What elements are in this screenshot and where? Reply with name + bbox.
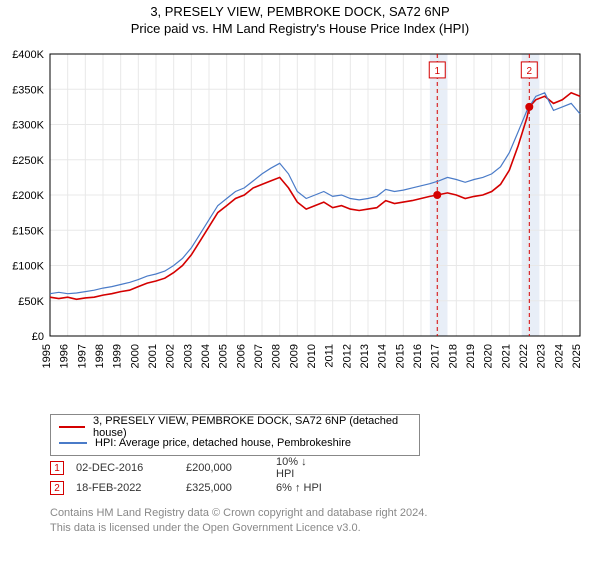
svg-text:2025: 2025 — [571, 344, 583, 368]
marker-pct: 10% ↓ HPI — [276, 456, 326, 480]
svg-text:£0: £0 — [32, 331, 44, 343]
svg-text:2017: 2017 — [430, 344, 442, 368]
svg-text:£300K: £300K — [12, 120, 44, 132]
svg-text:2008: 2008 — [271, 344, 283, 368]
svg-text:2002: 2002 — [165, 344, 177, 368]
svg-text:£250K: £250K — [12, 155, 44, 167]
marker-row: 1 02-DEC-2016£200,00010% ↓ HPI — [50, 458, 326, 478]
svg-text:1997: 1997 — [76, 344, 88, 368]
svg-text:£350K: £350K — [12, 84, 44, 96]
svg-text:2007: 2007 — [253, 344, 265, 368]
svg-text:£50K: £50K — [18, 296, 44, 308]
legend: 3, PRESELY VIEW, PEMBROKE DOCK, SA72 6NP… — [50, 414, 420, 456]
footer-text: Contains HM Land Registry data © Crown c… — [50, 506, 427, 536]
svg-text:1999: 1999 — [112, 344, 124, 368]
svg-text:2024: 2024 — [553, 344, 565, 368]
marker-row: 2 18-FEB-2022£325,0006% ↑ HPI — [50, 478, 326, 498]
svg-text:2015: 2015 — [394, 344, 406, 368]
svg-text:2018: 2018 — [447, 344, 459, 368]
svg-text:2005: 2005 — [218, 344, 230, 368]
footer-line-1: Contains HM Land Registry data © Crown c… — [50, 506, 427, 521]
svg-text:2: 2 — [527, 66, 533, 77]
svg-text:2014: 2014 — [377, 344, 389, 368]
svg-text:2020: 2020 — [483, 344, 495, 368]
svg-text:1: 1 — [434, 66, 440, 77]
svg-text:1996: 1996 — [59, 344, 71, 368]
svg-text:£100K: £100K — [12, 261, 44, 273]
footer-line-2: This data is licensed under the Open Gov… — [50, 521, 427, 536]
legend-row: 3, PRESELY VIEW, PEMBROKE DOCK, SA72 6NP… — [59, 419, 411, 435]
legend-label: HPI: Average price, detached house, Pemb… — [95, 437, 351, 449]
svg-text:2003: 2003 — [182, 344, 194, 368]
svg-text:1995: 1995 — [41, 344, 53, 368]
svg-text:£150K: £150K — [12, 225, 44, 237]
svg-text:2021: 2021 — [500, 344, 512, 368]
marker-table: 1 02-DEC-2016£200,00010% ↓ HPI 2 18-FEB-202… — [50, 458, 326, 498]
svg-text:2016: 2016 — [412, 344, 424, 368]
chart-title: 3, PRESELY VIEW, PEMBROKE DOCK, SA72 6NP — [0, 4, 600, 19]
svg-text:2023: 2023 — [536, 344, 548, 368]
legend-label: 3, PRESELY VIEW, PEMBROKE DOCK, SA72 6NP… — [93, 415, 411, 439]
marker-id-box: 1 — [50, 461, 64, 475]
svg-text:2022: 2022 — [518, 344, 530, 368]
legend-swatch — [59, 442, 87, 444]
chart-container: 3, PRESELY VIEW, PEMBROKE DOCK, SA72 6NP… — [0, 4, 600, 564]
marker-price: £325,000 — [186, 482, 276, 494]
marker-pct: 6% ↑ HPI — [276, 482, 326, 494]
legend-swatch — [59, 426, 85, 428]
svg-text:£400K: £400K — [12, 49, 44, 61]
marker-price: £200,000 — [186, 462, 276, 474]
svg-text:2010: 2010 — [306, 344, 318, 368]
svg-text:£200K: £200K — [12, 190, 44, 202]
marker-date: 18-FEB-2022 — [76, 482, 186, 494]
svg-text:2011: 2011 — [324, 344, 336, 368]
chart-subtitle: Price paid vs. HM Land Registry's House … — [0, 21, 600, 36]
marker-date: 02-DEC-2016 — [76, 462, 186, 474]
svg-text:2006: 2006 — [235, 344, 247, 368]
svg-text:2009: 2009 — [288, 344, 300, 368]
svg-text:2013: 2013 — [359, 344, 371, 368]
chart-svg: £0 £50K £100K £150K £200K £250K £300K £350K £400… — [0, 46, 600, 406]
svg-text:2012: 2012 — [341, 344, 353, 368]
svg-text:1998: 1998 — [94, 344, 106, 368]
svg-text:2000: 2000 — [129, 344, 141, 368]
chart-area: £0 £50K £100K £150K £200K £250K £300K £350K £400… — [0, 46, 600, 406]
svg-text:2004: 2004 — [200, 344, 212, 368]
svg-text:2001: 2001 — [147, 344, 159, 368]
marker-id-box: 2 — [50, 481, 64, 495]
svg-text:2019: 2019 — [465, 344, 477, 368]
